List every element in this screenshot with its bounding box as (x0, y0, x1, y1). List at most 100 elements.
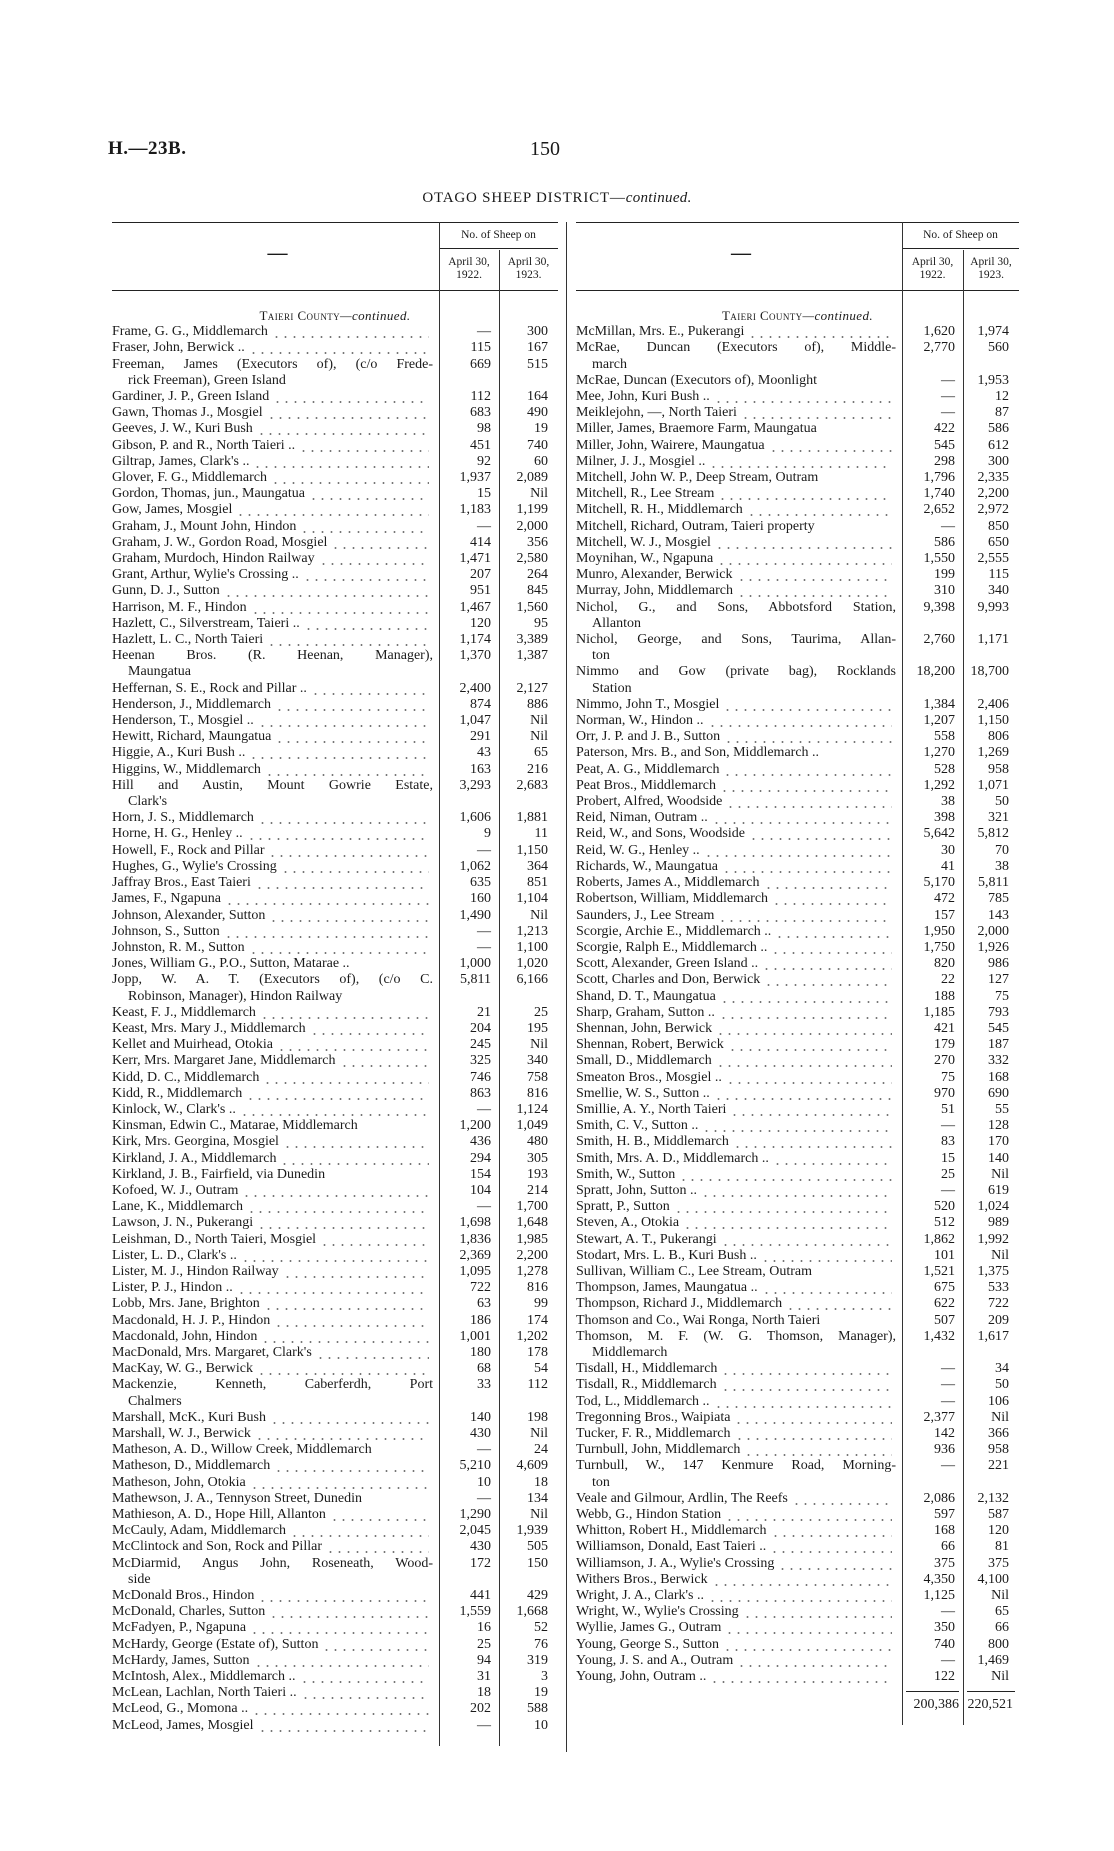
header-bottom-rule (576, 290, 1019, 291)
owner-name-text: Graham, Murdoch, Hindon Railway (112, 551, 315, 567)
table-row: Murray, John, Middlemarch 310 340 (576, 583, 1019, 600)
sheep-1922: — (477, 1490, 491, 1506)
owner-name-text: Hewitt, Richard, Maungatua (112, 729, 272, 745)
owner-name-text: Steven, A., Otokia (576, 1215, 680, 1231)
owner-name-text: Hughes, G., Wylie's Crossing (112, 858, 277, 874)
column-header-1923: April 30, 1923. (970, 256, 1012, 281)
owner-name-text: Sharp, Graham, Sutton .. (576, 1004, 715, 1020)
sheep-1922: 43 (477, 745, 491, 761)
sheep-1923: 1,926 (977, 939, 1010, 955)
sheep-1922: 1,174 (459, 632, 492, 648)
sheep-1923: 356 (527, 534, 548, 550)
sheep-1922: 1,471 (459, 551, 492, 567)
sheep-1922: 675 (934, 1280, 955, 1296)
table-row: Turnbull, John, Middlemarch 936 958 (576, 1442, 1019, 1459)
owner-name: Jaffray Bros., East Taieri (112, 875, 433, 892)
sheep-1923: Nil (530, 729, 548, 745)
owner-name: Turnbull, John, Middlemarch (576, 1442, 896, 1459)
owner-name: Young, J. S. and A., Outram (576, 1652, 896, 1669)
owner-name-text: Higgie, A., Kuri Bush .. (112, 745, 246, 761)
sheep-1923: 1,199 (516, 502, 549, 518)
sheep-1922: 1,270 (923, 745, 956, 761)
table-row: Lane, K., Middlemarch — 1,700 (112, 1199, 558, 1216)
owner-name: Tisdall, H., Middlemarch (576, 1361, 896, 1378)
owner-name: Hewitt, Richard, Maungatua (112, 729, 433, 746)
table-row: Lister, P. J., Hindon .. 722 816 (112, 1280, 558, 1297)
table-row: Mitchell, W. J., Mosgiel 586 650 (576, 534, 1019, 551)
dot-leader (720, 1231, 892, 1248)
owner-name: McRae, Duncan (Executors of), Moonlight (576, 373, 896, 389)
owner-name: Henderson, T., Mosgiel .. (112, 713, 433, 730)
table-row: Gardiner, J. P., Green Island 112 164 (112, 389, 558, 405)
sheep-1922: 2,369 (459, 1247, 492, 1263)
sheep-1922: 421 (934, 1020, 955, 1036)
owner-name: Peat, A. G., Middlemarch (576, 761, 896, 778)
sheep-1923: 187 (988, 1037, 1009, 1053)
table-divider (566, 222, 567, 1752)
sheep-1923: 480 (527, 1134, 548, 1150)
owner-name: Scott, Charles and Don, Berwick (576, 972, 896, 989)
owner-name: Heffernan, S. E., Rock and Pillar .. (112, 680, 433, 697)
sheep-1922: 1,521 (923, 1263, 956, 1279)
sheep-1922: 22 (941, 972, 955, 988)
dot-leader (249, 745, 429, 762)
dot-leader (725, 1069, 892, 1086)
sheep-1922: 507 (934, 1312, 955, 1328)
sheep-1923: 1,939 (516, 1523, 549, 1539)
owner-name: Small, D., Middlemarch (576, 1053, 896, 1070)
owner-name: Keast, Mrs. Mary J., Middlemarch (112, 1020, 433, 1037)
sheep-1923: 168 (988, 1069, 1009, 1085)
dot-leader (256, 421, 429, 438)
owner-name-text: Mitchell, John W. P., Deep Stream, Outra… (576, 470, 819, 486)
dot-leader (261, 1328, 429, 1345)
sheep-1922: 21 (477, 1004, 491, 1020)
owner-name-text: Gow, James, Mosgiel (112, 502, 233, 518)
dot-leader (713, 1085, 892, 1102)
sheep-1922: 1,095 (459, 1263, 492, 1279)
owner-name: McFadyen, P., Ngapuna (112, 1620, 433, 1637)
owner-name-text: Sullivan, William C., Lee Stream, Outram (576, 1263, 812, 1279)
dot-leader (275, 729, 429, 746)
owner-name: Kellet and Muirhead, Otokia (112, 1037, 433, 1054)
owner-name-text: Henderson, J., Middlemarch (112, 696, 272, 712)
sheep-1923: 612 (988, 437, 1009, 453)
table-row: Reid, W., and Sons, Woodside 5,642 5,812 (576, 826, 1019, 843)
owner-name-text: Thomson and Co., Wai Ronga, North Taieri (576, 1312, 821, 1328)
owner-name: Nimmo, John T., Mosgiel (576, 696, 896, 713)
table-row: Saunders, J., Lee Stream 157 143 (576, 907, 1019, 924)
dot-leader (709, 453, 892, 470)
owner-name-text: Smillie, A. Y., North Taieri (576, 1101, 727, 1117)
sheep-1923: Nil (991, 1247, 1009, 1263)
owner-name-text: Stodart, Mrs. L. B., Kuri Bush .. (576, 1247, 757, 1263)
sheep-1922: 63 (477, 1296, 491, 1312)
dot-leader (258, 1588, 429, 1605)
owner-name-text: Smith, W., Sutton (576, 1166, 676, 1182)
owner-name: Kidd, R., Middlemarch (112, 1085, 433, 1102)
owner-name: Stewart, A. T., Pukerangi (576, 1231, 896, 1248)
sheep-1923: Nil (530, 1507, 548, 1523)
table-row: Kidd, D. C., Middlemarch 746 758 (112, 1069, 558, 1086)
owner-name: Scott, Alexander, Green Island .. (576, 956, 896, 973)
sheep-1922: 398 (934, 810, 955, 826)
sheep-1922: 66 (941, 1539, 955, 1555)
owner-name-text: Robertson, William, Middlemarch (576, 891, 769, 907)
owner-name-text: Smeaton Bros., Mosgiel .. (576, 1069, 722, 1085)
dot-leader (702, 1118, 892, 1135)
total-rule-1923 (967, 1691, 1015, 1692)
table-row: Steven, A., Otokia 512 989 (576, 1215, 1019, 1232)
owner-name-text: Matheson, A. D., Willow Creek, Middlemar… (112, 1442, 372, 1458)
owner-name: McDiarmid, Angus John, Roseneath, Wood-s… (112, 1556, 433, 1588)
owner-name: Kerr, Mrs. Margaret Jane, Middlemarch (112, 1053, 433, 1070)
table-row: Glover, F. G., Middlemarch 1,937 2,089 (112, 470, 558, 487)
owner-name-text: Matheson, D., Middlemarch (112, 1458, 271, 1474)
owner-name-text: Marshall, McK., Kuri Bush (112, 1409, 266, 1425)
owner-name: Stodart, Mrs. L. B., Kuri Bush .. (576, 1247, 896, 1264)
sheep-1923: 989 (988, 1215, 1009, 1231)
dot-leader (246, 826, 429, 843)
sheep-1923: 816 (527, 1085, 548, 1101)
table-row: Milner, J. J., Mosgiel .. 298 300 (576, 453, 1019, 470)
sheep-1923: 1,953 (977, 372, 1010, 388)
sheep-1923: 9,993 (977, 599, 1010, 615)
table-row: Harrison, M. F., Hindon 1,467 1,560 (112, 599, 558, 616)
sheep-1922: 1,432 (923, 1328, 956, 1344)
